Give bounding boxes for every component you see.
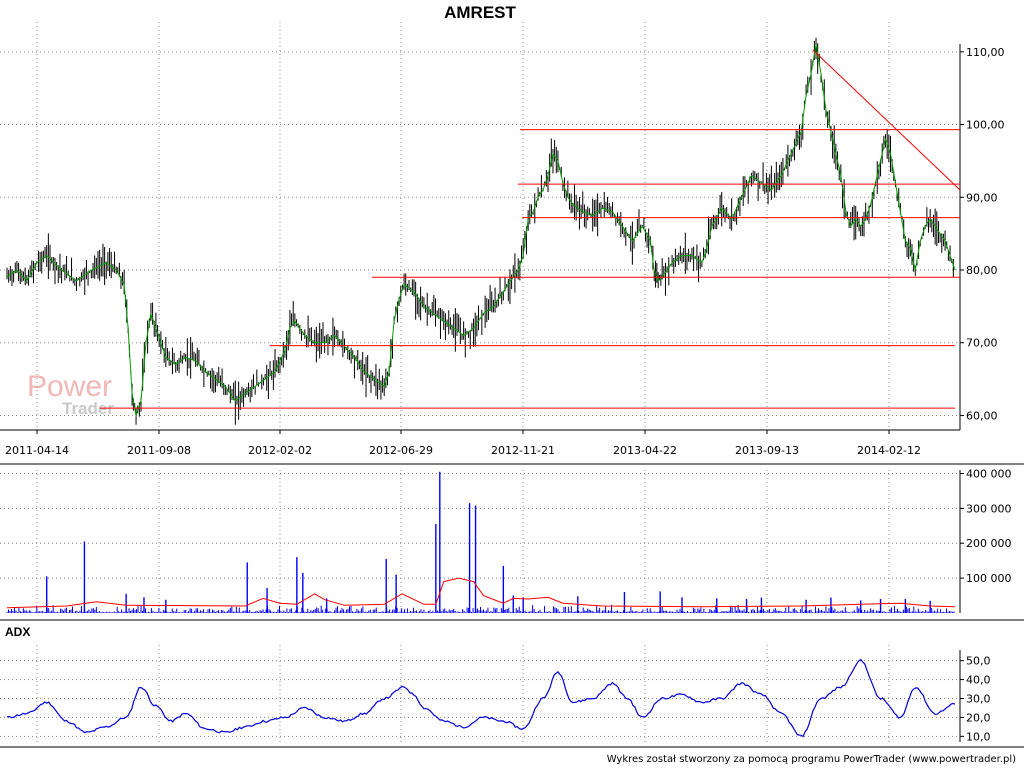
date-tick-label: 2012-02-02 bbox=[248, 444, 312, 457]
price-line bbox=[6, 44, 956, 418]
price-tick-label: 110,00 bbox=[966, 46, 1005, 59]
date-tick-label: 2014-02-12 bbox=[857, 444, 921, 457]
volume-tick-label: 100 000 bbox=[966, 572, 1012, 585]
adx-label: ADX bbox=[5, 625, 30, 639]
watermark-trader-text: Trader bbox=[62, 399, 114, 418]
price-tick-label: 70,00 bbox=[966, 337, 998, 350]
price-panel: 60,00 70,00 80,00 90,00 100,00 110,00 2011-04… bbox=[0, 22, 1005, 457]
adx-tick-label: 20,0 bbox=[966, 711, 991, 724]
volume-grid bbox=[0, 463, 1024, 613]
adx-line bbox=[6, 658, 956, 738]
date-tick-label: 2012-11-21 bbox=[491, 444, 555, 457]
watermark-power-text: Power bbox=[27, 370, 112, 403]
volume-y-axis: 100 000 200 000 300 000 400 000 bbox=[960, 467, 1012, 585]
adx-tick-label: 30,0 bbox=[966, 693, 991, 706]
support-resistance-lines bbox=[100, 49, 961, 409]
price-tick-label: 60,00 bbox=[966, 409, 998, 422]
price-tick-label: 90,00 bbox=[966, 191, 998, 204]
adx-tick-label: 10,0 bbox=[966, 730, 991, 743]
price-tick-label: 80,00 bbox=[966, 264, 998, 277]
volume-tick-label: 400 000 bbox=[966, 467, 1012, 480]
date-tick-label: 2012-06-29 bbox=[369, 444, 433, 457]
date-tick-label: 2013-09-13 bbox=[735, 444, 799, 457]
volume-average-line bbox=[6, 577, 956, 609]
volume-tick-label: 200 000 bbox=[966, 537, 1012, 550]
price-series bbox=[6, 37, 956, 425]
adx-y-axis: 10,0 20,0 30,0 40,0 50,0 bbox=[960, 655, 991, 743]
price-tick-label: 100,00 bbox=[966, 119, 1005, 132]
price-y-axis: 60,00 70,00 80,00 90,00 100,00 110,00 bbox=[960, 46, 1005, 422]
adx-tick-label: 40,0 bbox=[966, 674, 991, 687]
volume-average-path bbox=[6, 577, 956, 609]
adx-path bbox=[6, 658, 956, 738]
date-tick-label: 2013-04-22 bbox=[613, 444, 677, 457]
adx-panel: ADX 10,0 20,0 30,0 40,0 50,0 bbox=[0, 619, 1024, 743]
date-tick-label: 2011-04-14 bbox=[5, 444, 69, 457]
date-tick-label: 2011-09-08 bbox=[127, 444, 191, 457]
date-x-axis: 2011-04-14 2011-09-08 2012-02-02 2012-06-29… bbox=[5, 430, 921, 457]
footer-credit: Wykres został stworzony za pomocą progra… bbox=[607, 754, 1016, 765]
powertrader-watermark-logo: Power Trader bbox=[27, 370, 114, 418]
adx-tick-label: 50,0 bbox=[966, 655, 991, 668]
volume-tick-label: 300 000 bbox=[966, 502, 1012, 515]
trend-line bbox=[812, 49, 961, 191]
volume-panel: 100 000 200 000 300 000 400 000 bbox=[0, 463, 1024, 613]
chart-title: AMREST bbox=[444, 3, 516, 22]
